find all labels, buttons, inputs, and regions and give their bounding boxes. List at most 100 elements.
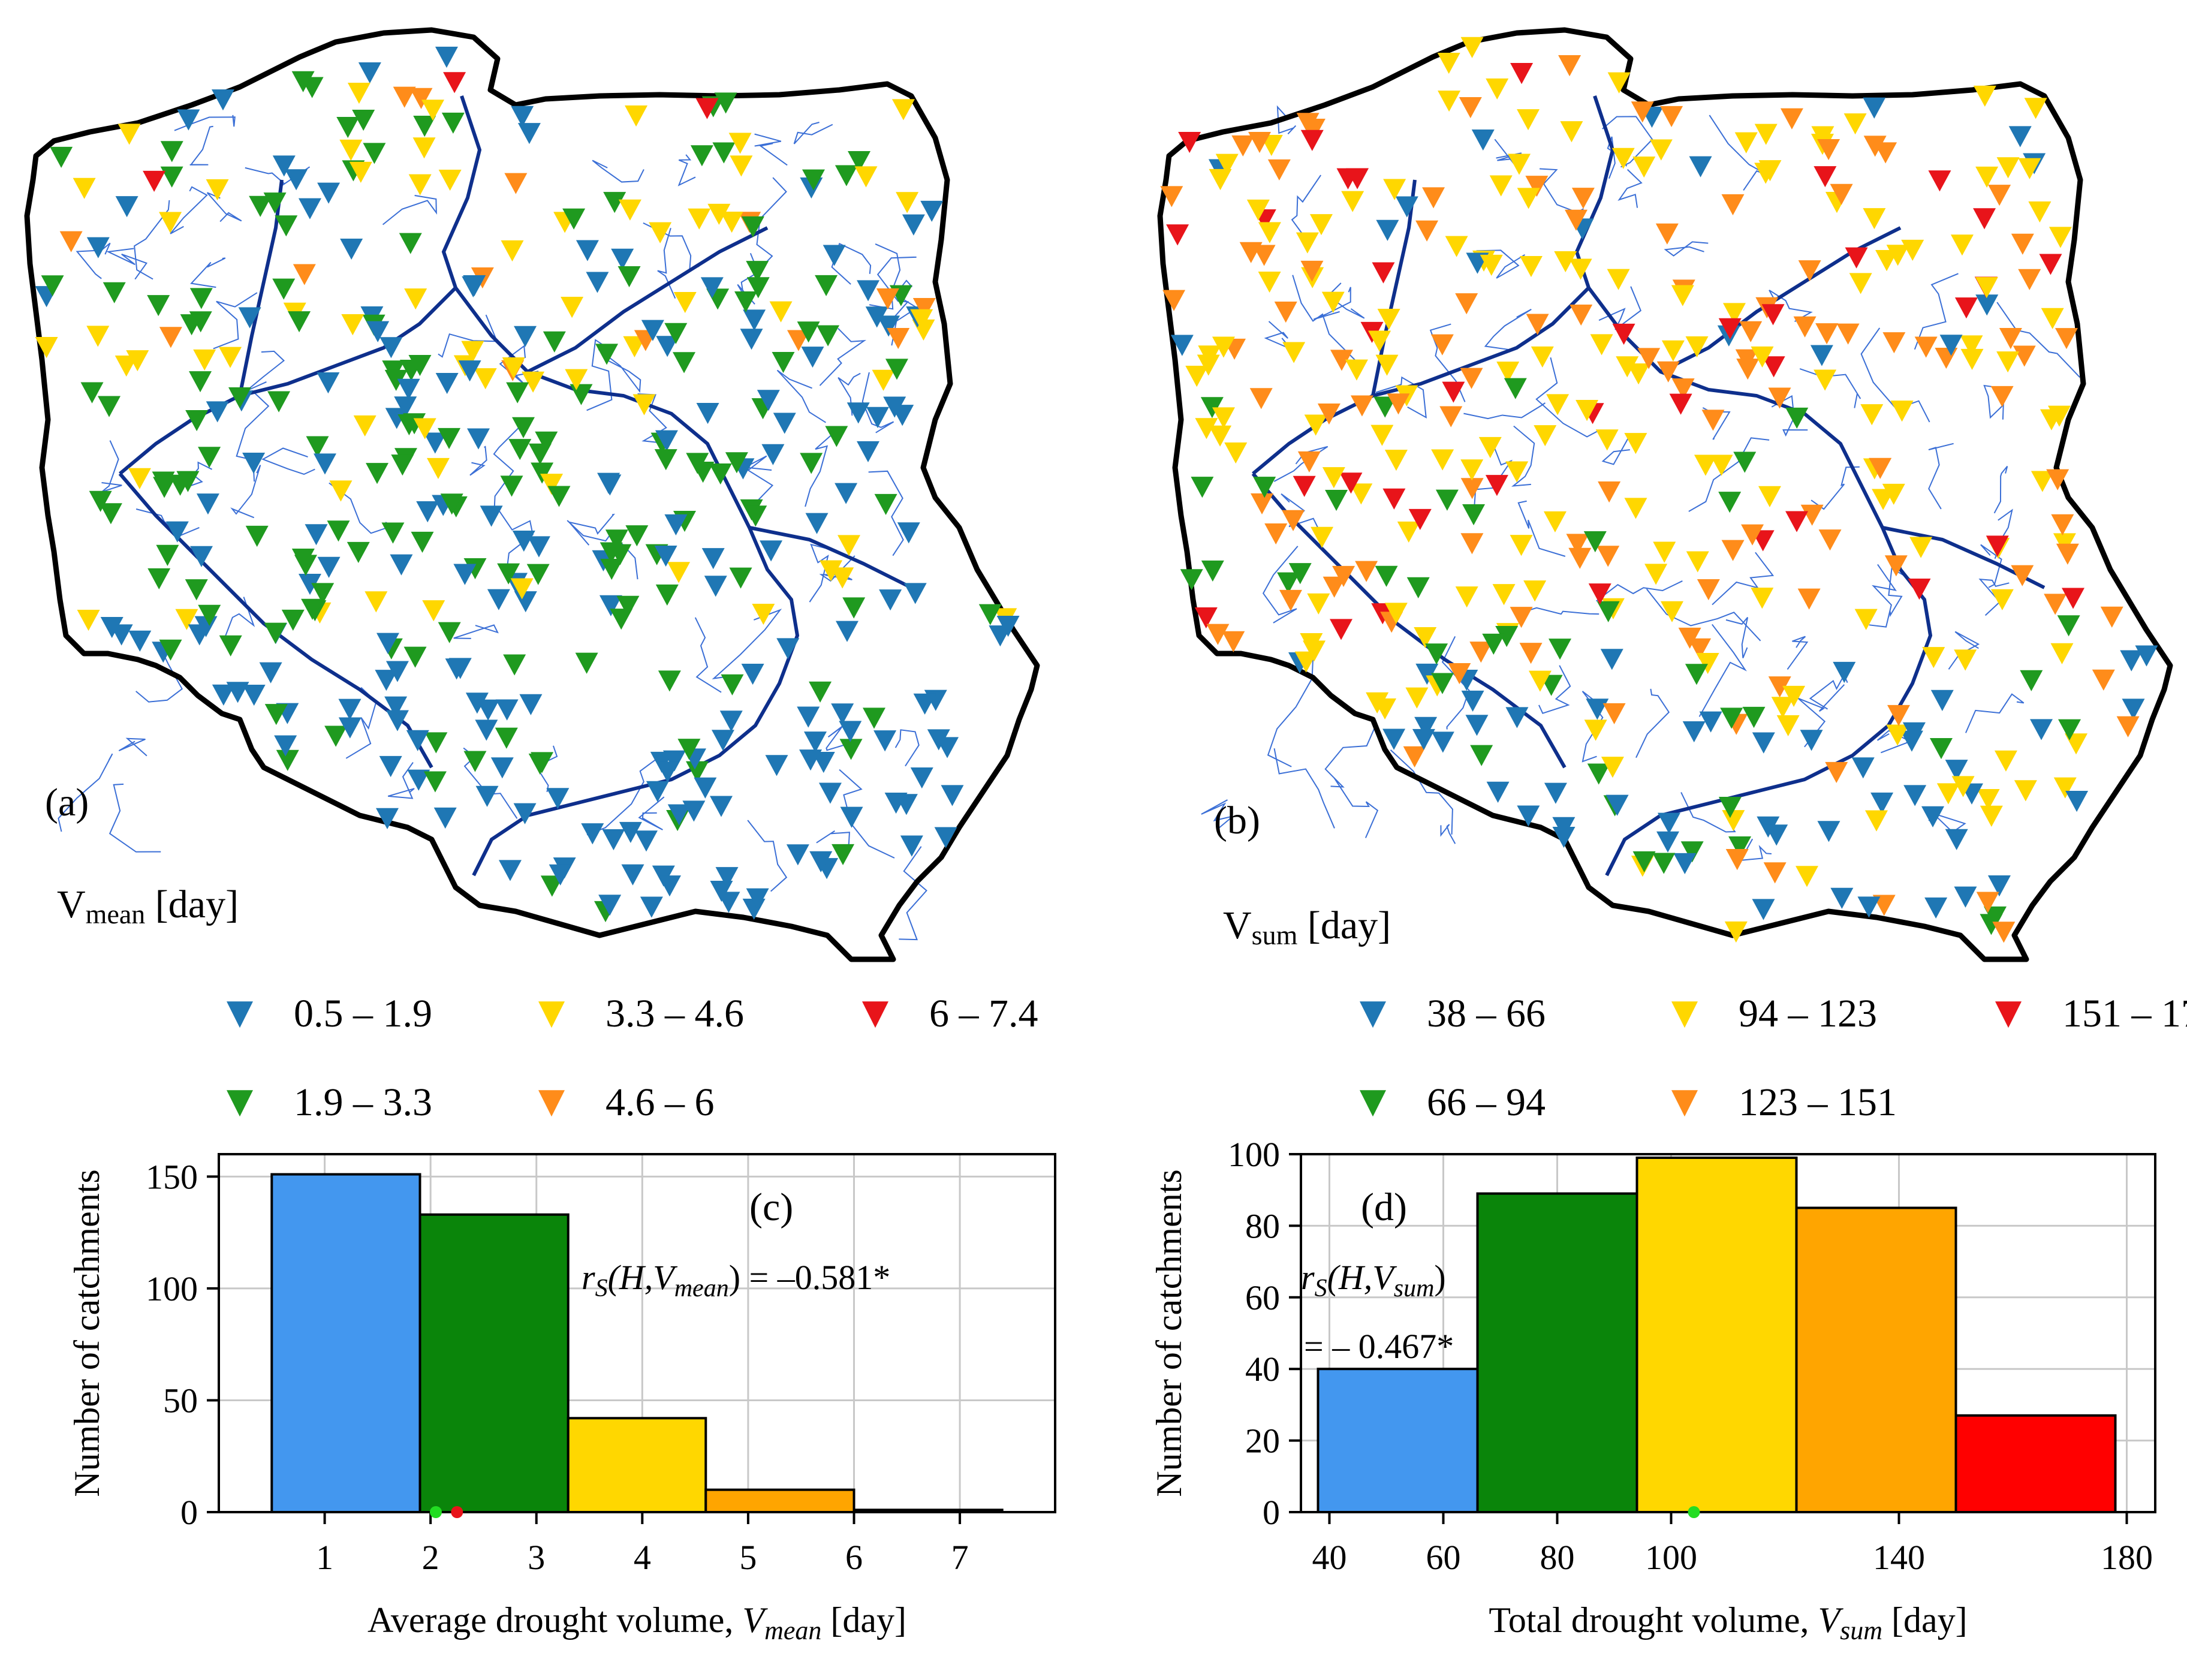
catchment-marker xyxy=(1471,129,1495,151)
catchment-marker xyxy=(887,327,910,350)
catchment-marker xyxy=(873,730,897,752)
x-tick-label: 6 xyxy=(845,1538,863,1577)
catchment-marker xyxy=(598,895,622,916)
catchment-marker xyxy=(1549,639,1572,660)
catchment-marker xyxy=(646,781,669,802)
catchment-marker xyxy=(1525,176,1549,197)
catchment-marker xyxy=(99,503,122,525)
catchment-marker xyxy=(1566,534,1589,555)
catchment-marker xyxy=(409,88,433,109)
catchment-marker xyxy=(379,337,403,359)
river-stream xyxy=(638,796,665,830)
catchment-marker xyxy=(212,684,235,706)
river-stream xyxy=(754,133,788,166)
catchment-marker xyxy=(1534,425,1557,447)
river-stream xyxy=(135,647,183,703)
catchment-marker xyxy=(1754,124,1778,145)
catchment-marker xyxy=(1297,451,1321,473)
catchment-marker xyxy=(1469,642,1493,663)
catchment-marker xyxy=(1992,922,2016,943)
x-axis-title: Average drought volume, Vmean [day] xyxy=(367,1600,906,1645)
catchment-marker xyxy=(77,609,100,631)
river-stream xyxy=(677,154,696,186)
catchment-marker xyxy=(403,646,427,668)
catchment-marker xyxy=(1212,407,1236,429)
catchment-marker xyxy=(1517,188,1540,209)
catchment-marker xyxy=(500,475,523,497)
river-stream xyxy=(134,200,170,280)
catchment-marker xyxy=(535,431,558,453)
catchment-marker xyxy=(103,282,126,303)
river-stream xyxy=(868,470,904,556)
catchment-marker xyxy=(1631,101,1654,123)
catchment-marker xyxy=(621,864,644,886)
x-tick-label: 4 xyxy=(634,1538,651,1577)
catchment-marker xyxy=(317,182,341,204)
catchment-marker xyxy=(1701,410,1725,431)
catchment-marker xyxy=(1908,579,1931,600)
catchment-marker xyxy=(1517,109,1540,131)
statistic-marker xyxy=(429,1506,442,1518)
catchment-marker xyxy=(1924,897,1948,919)
river-stream xyxy=(1276,105,1297,135)
river-stream xyxy=(1680,791,1736,833)
legend-swatch xyxy=(1671,1090,1698,1117)
catchment-marker xyxy=(1637,348,1661,369)
legend-entry-label: 4.6 – 6 xyxy=(606,1080,715,1124)
catchment-marker xyxy=(424,732,448,754)
catchment-marker xyxy=(1588,583,1611,605)
x-axis-title-subscript: sum xyxy=(1840,1616,1882,1645)
catchment-marker xyxy=(920,200,944,222)
catchment-marker xyxy=(1922,647,1945,669)
y-axis-title: Number of catchments xyxy=(1149,1169,1189,1497)
catchment-marker xyxy=(1317,404,1340,425)
river-stream xyxy=(1914,273,1959,350)
catchment-marker xyxy=(1368,330,1391,352)
catchment-marker xyxy=(1954,886,1977,908)
catchment-marker xyxy=(1724,921,1748,943)
catchment-marker xyxy=(512,530,535,552)
catchment-marker xyxy=(1373,698,1397,719)
catchment-marker xyxy=(238,307,261,329)
catchment-marker xyxy=(720,212,743,233)
river-stream xyxy=(1978,578,2010,616)
catchment-marker xyxy=(686,761,709,782)
catchment-marker xyxy=(366,463,389,484)
catchment-marker xyxy=(480,505,503,527)
river-stream xyxy=(1980,544,2002,588)
catchment-marker xyxy=(872,369,895,391)
catchment-marker xyxy=(1382,488,1406,510)
catchment-marker xyxy=(1685,664,1708,685)
catchment-marker xyxy=(463,558,487,580)
legend-entry-label: 151 – 179 xyxy=(2062,992,2187,1035)
catchment-marker xyxy=(311,583,335,604)
catchment-marker xyxy=(1438,91,1461,112)
catchment-marker xyxy=(1546,394,1570,416)
catchment-marker xyxy=(1718,318,1742,339)
catchment-marker xyxy=(147,295,170,317)
catchment-marker xyxy=(1178,131,1201,153)
catchment-marker xyxy=(1406,577,1430,598)
catchment-marker xyxy=(1722,303,1746,324)
plot-frame xyxy=(1300,1153,2156,1513)
catchment-marker xyxy=(2013,345,2036,367)
catchment-marker xyxy=(1765,824,1788,846)
catchment-marker xyxy=(352,109,375,131)
catchment-marker xyxy=(874,493,897,516)
catchment-marker xyxy=(1201,560,1224,582)
river-stream xyxy=(1262,546,1299,624)
catchment-marker xyxy=(1596,546,1620,567)
catchment-marker xyxy=(1596,601,1620,622)
catchment-marker xyxy=(1322,467,1345,489)
catchment-marker xyxy=(546,788,570,809)
catchment-marker xyxy=(1341,191,1364,212)
catchment-marker xyxy=(1652,853,1676,874)
catchment-marker xyxy=(562,208,586,230)
catchment-marker xyxy=(1576,400,1599,421)
catchment-marker xyxy=(656,761,679,783)
river-stream xyxy=(586,754,663,836)
catchment-marker xyxy=(338,717,362,739)
catchment-marker xyxy=(1372,262,1395,284)
catchment-marker xyxy=(831,567,854,589)
catchment-marker xyxy=(522,371,545,393)
